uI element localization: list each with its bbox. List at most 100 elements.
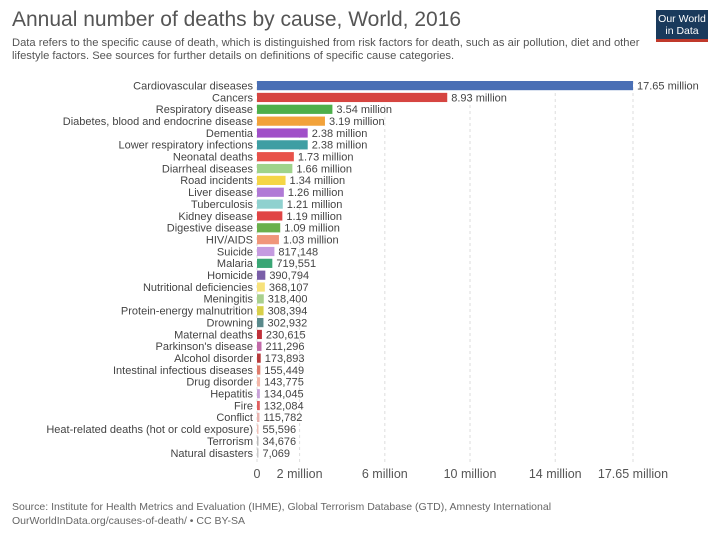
category-label: Respiratory disease	[156, 104, 253, 116]
category-label: Intestinal infectious diseases	[113, 365, 254, 377]
category-label: Cardiovascular diseases	[133, 80, 253, 92]
bar[interactable]	[257, 389, 260, 399]
bar[interactable]	[257, 306, 264, 316]
value-label: 17.65 million	[637, 80, 699, 92]
bar[interactable]	[257, 92, 448, 103]
category-label: Fire	[234, 400, 253, 412]
bar[interactable]	[257, 116, 325, 126]
bar[interactable]	[257, 353, 261, 363]
category-label: Tuberculosis	[191, 199, 253, 211]
value-label: 34,676	[263, 436, 297, 448]
category-label: Diarrheal diseases	[162, 163, 254, 175]
value-label: 211,296	[266, 341, 305, 353]
value-label: 2.38 million	[312, 140, 368, 152]
bar[interactable]	[257, 104, 333, 114]
x-tick-label: 17.65 million	[598, 467, 668, 481]
bar[interactable]	[257, 412, 260, 422]
value-label: 132,084	[264, 400, 304, 412]
category-label: Drug disorder	[186, 377, 253, 389]
logo-line-2: in Data	[665, 25, 699, 37]
bar[interactable]	[257, 365, 261, 375]
bar[interactable]	[257, 140, 308, 150]
value-label: 368,107	[269, 282, 309, 294]
category-label: Protein-energy malnutrition	[121, 306, 253, 318]
category-label: Alcohol disorder	[174, 353, 253, 365]
x-tick-label: 2 million	[277, 467, 323, 481]
value-label: 3.19 million	[329, 116, 385, 128]
value-label: 3.54 million	[336, 104, 392, 116]
category-label: Terrorism	[207, 436, 253, 448]
value-label: 8.93 million	[451, 92, 507, 104]
category-label: Meningitis	[203, 294, 253, 306]
category-label: Neonatal deaths	[173, 152, 254, 164]
bar[interactable]	[257, 163, 293, 174]
category-label: Diabetes, blood and endocrine disease	[63, 116, 253, 128]
category-label: Liver disease	[188, 187, 253, 199]
chart-footer: Source: Institute for Health Metrics and…	[12, 500, 551, 528]
category-label: HIV/AIDS	[206, 234, 253, 246]
logo-line-1: Our World	[658, 13, 706, 25]
value-label: 230,615	[266, 329, 306, 341]
bar[interactable]	[257, 199, 283, 209]
category-label: Kidney disease	[178, 211, 253, 223]
bar[interactable]	[257, 448, 259, 458]
value-label: 134,045	[264, 389, 304, 401]
value-label: 173,893	[265, 353, 305, 365]
value-label: 1.03 million	[283, 234, 339, 246]
bar[interactable]	[257, 175, 286, 185]
bar[interactable]	[257, 436, 259, 446]
category-label: Homicide	[207, 270, 253, 282]
bar-chart: 0 2 million 6 million 10 million 14 million 1…	[46, 80, 699, 481]
value-label: 143,775	[264, 377, 304, 389]
category-label: Parkinson's disease	[156, 341, 254, 353]
bar[interactable]	[257, 318, 264, 328]
x-tick-label: 0	[254, 467, 261, 481]
owid-logo[interactable]: Our World in Data	[656, 10, 708, 42]
bar[interactable]	[257, 377, 261, 387]
category-label: Nutritional deficiencies	[143, 282, 254, 294]
bar[interactable]	[257, 81, 633, 91]
chart-subtitle: Data refers to the specific cause of dea…	[12, 37, 640, 62]
x-tick-label: 10 million	[444, 467, 497, 481]
bar[interactable]	[257, 246, 275, 257]
bar[interactable]	[257, 235, 279, 245]
value-label: 155,449	[264, 365, 304, 377]
value-label: 1.19 million	[286, 211, 342, 223]
category-label: Digestive disease	[167, 223, 253, 235]
value-label: 7,069	[263, 448, 291, 460]
value-label: 115,782	[263, 412, 302, 424]
bar[interactable]	[257, 341, 262, 351]
source-url[interactable]: OurWorldInData.org/causes-of-death/ • CC…	[12, 515, 246, 527]
bar[interactable]	[257, 329, 262, 340]
value-label: 308,394	[268, 306, 308, 318]
category-label: Dementia	[206, 128, 254, 140]
category-label: Suicide	[217, 246, 253, 258]
bar[interactable]	[257, 223, 281, 233]
category-label: Maternal deaths	[174, 329, 253, 341]
bar[interactable]	[257, 152, 294, 162]
bar[interactable]	[257, 400, 260, 411]
value-label: 1.21 million	[287, 199, 343, 211]
category-label: Drowning	[207, 317, 253, 329]
bar[interactable]	[257, 424, 259, 434]
x-tick-label: 14 million	[529, 467, 582, 481]
category-label: Natural disasters	[170, 448, 253, 460]
source-text: Source: Institute for Health Metrics and…	[12, 501, 552, 513]
bar[interactable]	[257, 258, 273, 268]
category-label: Heat-related deaths (hot or cold exposur…	[46, 424, 253, 436]
bar[interactable]	[257, 187, 284, 197]
bar[interactable]	[257, 128, 308, 138]
bar[interactable]	[257, 211, 283, 221]
bar[interactable]	[257, 270, 266, 280]
value-label: 302,932	[267, 317, 307, 329]
bar[interactable]	[257, 294, 264, 304]
category-label: Malaria	[217, 258, 254, 270]
value-label: 719,551	[276, 258, 316, 270]
x-tick-label: 6 million	[362, 467, 408, 481]
value-label: 1.66 million	[296, 163, 352, 175]
chart-title: Annual number of deaths by cause, World,…	[12, 8, 462, 31]
category-label: Hepatitis	[210, 389, 253, 401]
value-label: 390,794	[269, 270, 309, 282]
bar[interactable]	[257, 282, 265, 292]
value-label: 2.38 million	[312, 128, 368, 140]
